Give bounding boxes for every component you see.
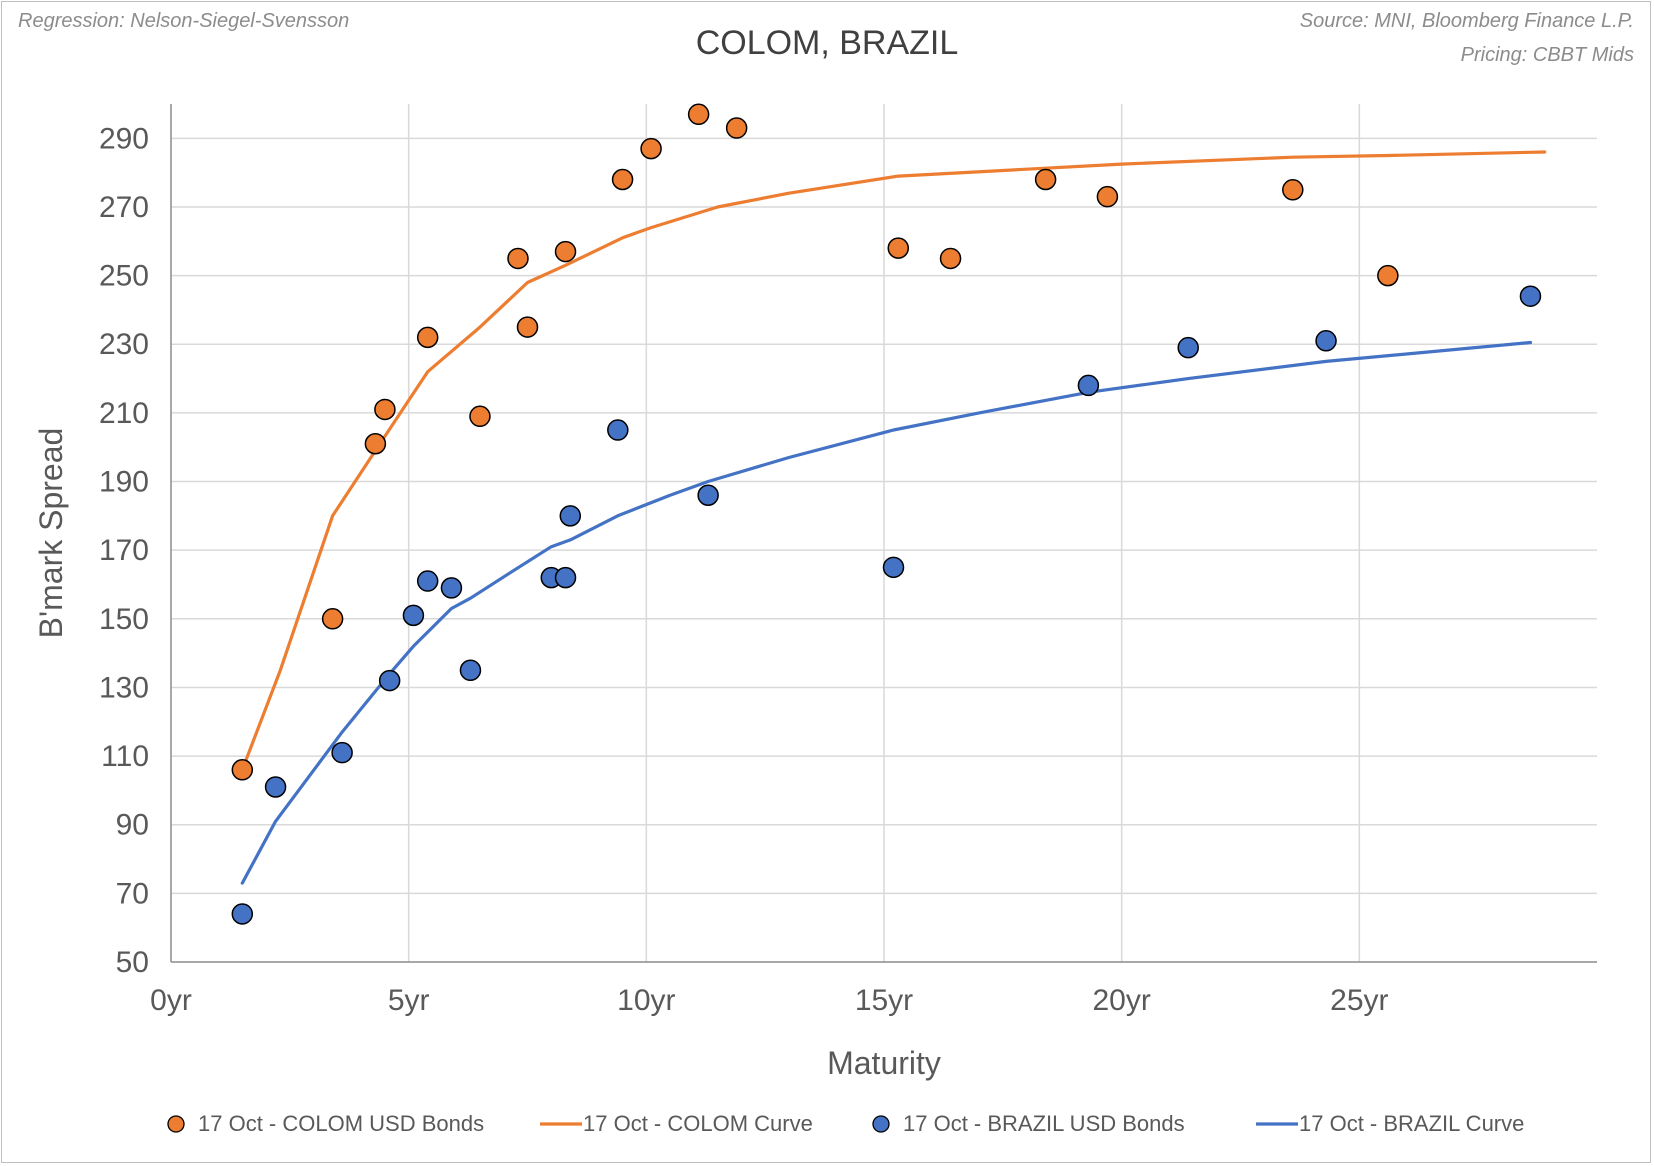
data-point <box>374 398 396 421</box>
data-point <box>469 405 491 428</box>
y-tick-label: 170 <box>99 534 149 567</box>
x-tick-label: 25yr <box>1330 984 1388 1017</box>
y-tick-label: 90 <box>116 809 149 842</box>
y-axis-label: B'mark Spread <box>33 428 69 639</box>
data-point <box>1034 168 1057 191</box>
data-point <box>402 604 425 627</box>
x-tick-label: 10yr <box>617 984 675 1017</box>
gridlines <box>171 104 1597 962</box>
x-tick-label: 15yr <box>855 984 913 1017</box>
data-point <box>507 247 529 270</box>
y-tick-label: 250 <box>99 260 149 293</box>
y-tick-label: 290 <box>99 122 149 155</box>
source-note: Source: MNI, Bloomberg Finance L.P. <box>1299 10 1634 32</box>
data-point <box>939 247 962 270</box>
legend-marker <box>167 1115 185 1133</box>
y-tick-label: 50 <box>116 946 149 979</box>
legend-label: 17 Oct - COLOM USD Bonds <box>198 1111 484 1136</box>
data-point <box>1096 185 1119 208</box>
data-point <box>331 741 353 764</box>
data-point <box>611 168 634 191</box>
data-point <box>264 776 287 798</box>
chart-title: COLOM, BRAZIL <box>696 24 959 62</box>
legend-marker <box>872 1115 890 1133</box>
x-tick-label: 5yr <box>388 984 430 1017</box>
data-point <box>378 669 401 692</box>
legend-label: 17 Oct - BRAZIL USD Bonds <box>903 1111 1185 1136</box>
y-tick-labels: 50 70 90 110 130 150 170 190 210 230 250 270 290 <box>99 122 149 979</box>
data-point <box>697 484 719 506</box>
legend-label: 17 Oct - COLOM Curve <box>583 1111 813 1136</box>
data-point <box>364 433 387 455</box>
y-tick-label: 70 <box>116 877 149 910</box>
data-point <box>459 659 482 682</box>
x-axis-label: Maturity <box>827 1045 941 1081</box>
regression-note: Regression: Nelson-Siegel-Svensson <box>18 10 350 32</box>
data-point <box>559 505 582 527</box>
data-point <box>440 577 463 599</box>
legend-label: 17 Oct - BRAZIL Curve <box>1299 1111 1524 1136</box>
y-tick-label: 230 <box>99 328 149 361</box>
y-tick-label: 150 <box>99 603 149 636</box>
data-point <box>607 419 629 441</box>
x-tick-label: 0yr <box>150 984 192 1017</box>
data-point <box>1377 264 1399 287</box>
data-point <box>725 117 748 139</box>
data-point <box>1315 330 1337 352</box>
data-point <box>887 237 910 259</box>
y-tick-label: 130 <box>99 671 149 704</box>
data-point <box>882 556 905 579</box>
data-point <box>416 570 439 592</box>
data-point <box>687 103 710 126</box>
data-point <box>231 903 254 925</box>
data-point <box>231 759 254 781</box>
series-layer <box>231 103 1547 925</box>
data-point <box>1077 374 1100 397</box>
y-tick-label: 210 <box>99 397 149 430</box>
data-point <box>554 240 577 263</box>
y-tick-label: 190 <box>99 466 149 499</box>
y-tick-label: 110 <box>101 740 149 773</box>
pricing-note: Pricing: CBBT Mids <box>1460 44 1634 66</box>
data-point <box>554 566 577 589</box>
data-point <box>416 326 439 349</box>
y-tick-label: 270 <box>99 191 149 224</box>
data-point <box>1519 285 1542 307</box>
data-point <box>1282 179 1304 201</box>
x-tick-label: 20yr <box>1092 984 1150 1017</box>
data-point <box>516 316 539 338</box>
data-point <box>321 608 344 630</box>
x-tick-labels: 0yr 5yr 10yr 15yr 20yr 25yr <box>150 984 1388 1017</box>
data-point <box>640 137 662 160</box>
curve-line <box>240 150 1547 772</box>
curve-line <box>240 340 1533 885</box>
data-point <box>1177 336 1199 359</box>
legend: 17 Oct - COLOM USD Bonds 17 Oct - COLOM C… <box>167 1111 1524 1136</box>
